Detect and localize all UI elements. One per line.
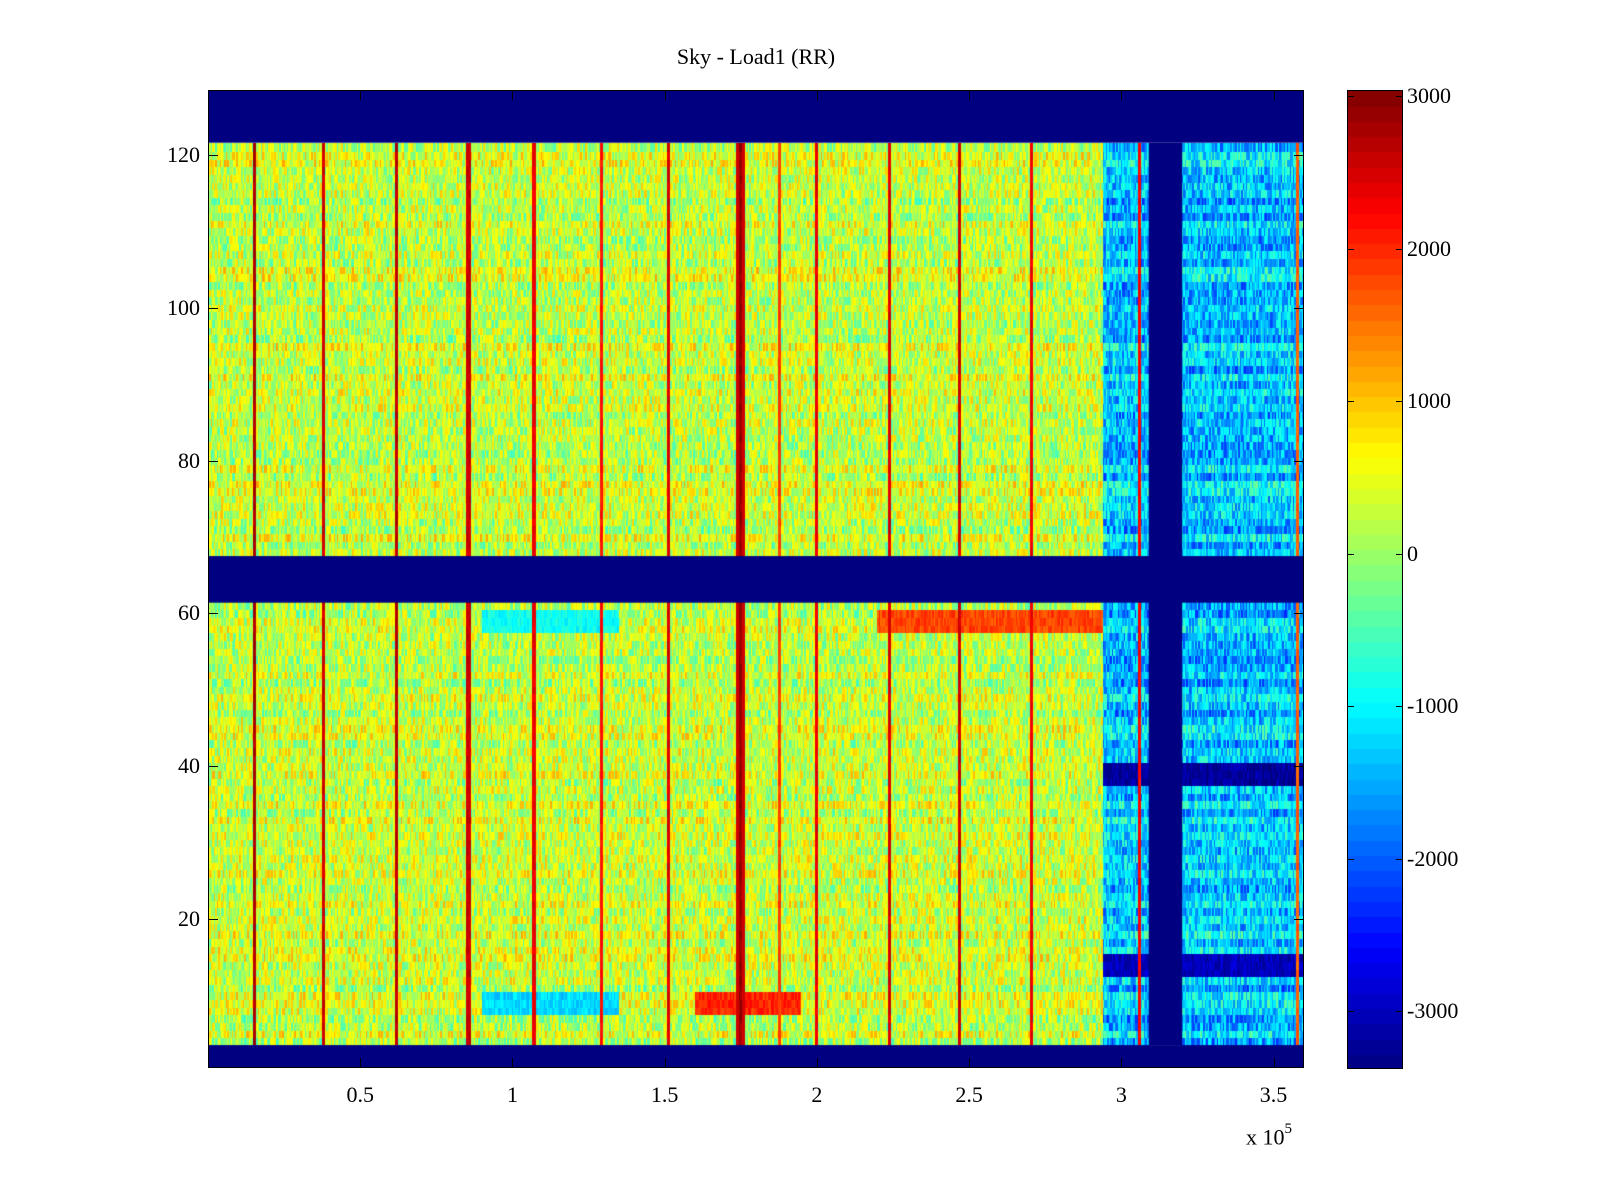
x-tick-top: [1273, 90, 1275, 100]
colorbar-tick-left: [1347, 248, 1354, 250]
colorbar: [1347, 90, 1403, 1069]
y-tick-left: [208, 766, 218, 768]
x-tick-label: 1: [506, 1082, 518, 1107]
colorbar-tick-label: 0: [1407, 540, 1418, 566]
colorbar-tick-left: [1347, 858, 1354, 860]
y-tick-label: 120: [167, 141, 200, 167]
x-tick-top: [1121, 90, 1123, 100]
x-axis-multiplier: x 105: [1246, 1121, 1293, 1150]
colorbar-tick-right: [1396, 858, 1403, 860]
heatmap-plot-area: [208, 90, 1304, 1068]
y-tick-label: 80: [178, 447, 200, 473]
colorbar-tick-left: [1347, 96, 1354, 98]
y-tick-right: [1294, 154, 1304, 156]
x-tick-bottom: [969, 1058, 971, 1068]
colorbar-tick-right: [1396, 401, 1403, 403]
y-tick-label: 100: [167, 294, 200, 320]
x-tick-bottom: [816, 1058, 818, 1068]
x-tick-top: [969, 90, 971, 100]
heatmap-image: [208, 90, 1304, 1068]
colorbar-tick-right: [1396, 706, 1403, 708]
chart-title: Sky - Load1 (RR): [676, 44, 836, 69]
colorbar-tick-right: [1396, 96, 1403, 98]
y-tick-left: [208, 613, 218, 615]
y-tick-right: [1294, 307, 1304, 309]
y-tick-right: [1294, 919, 1304, 920]
colorbar-tick-right: [1396, 553, 1403, 555]
x-tick-top: [512, 90, 514, 100]
x-tick-label: 2: [811, 1082, 823, 1107]
y-tick-left: [208, 307, 218, 309]
colorbar-tick-right: [1396, 248, 1403, 250]
x-tick-label: 2.5: [955, 1082, 983, 1107]
y-tick-label: 40: [178, 753, 200, 779]
y-tick-left: [208, 154, 218, 156]
x-multiplier-text: x 10: [1246, 1124, 1285, 1150]
x-tick-label: 0.5: [346, 1082, 374, 1107]
y-tick-left: [208, 460, 218, 462]
colorbar-tick-label: -1000: [1407, 693, 1459, 719]
x-tick-top: [664, 90, 666, 100]
y-tick-right: [1294, 766, 1304, 768]
colorbar-tick-right: [1396, 1011, 1403, 1013]
x-tick-bottom: [512, 1058, 514, 1068]
x-tick-top: [816, 90, 818, 100]
y-tick-left: [208, 919, 218, 920]
colorbar-tick-label: 1000: [1407, 388, 1451, 414]
y-tick-right: [1294, 613, 1304, 615]
colorbar-tick-left: [1347, 401, 1354, 403]
x-tick-bottom: [1121, 1058, 1123, 1068]
x-tick-bottom: [1273, 1058, 1275, 1068]
colorbar-tick-label: -3000: [1407, 998, 1459, 1024]
y-tick-label: 20: [178, 906, 200, 931]
x-tick-label: 3.5: [1259, 1082, 1288, 1107]
x-tick-label: 3: [1115, 1082, 1127, 1107]
y-tick-label: 60: [178, 600, 200, 626]
y-tick-right: [1294, 460, 1304, 462]
x-tick-label: 1.5: [650, 1082, 679, 1107]
colorbar-tick-left: [1347, 553, 1354, 555]
x-multiplier-exponent: 5: [1284, 1121, 1293, 1137]
colorbar-tick-left: [1347, 706, 1354, 708]
x-tick-bottom: [360, 1058, 362, 1068]
x-tick-bottom: [664, 1058, 666, 1068]
colorbar-tick-label: -2000: [1407, 845, 1459, 871]
colorbar-tick-label: 2000: [1407, 235, 1451, 261]
colorbar-tick-left: [1347, 1011, 1354, 1013]
colorbar-tick-label: 3000: [1407, 83, 1451, 109]
x-tick-top: [360, 90, 362, 100]
